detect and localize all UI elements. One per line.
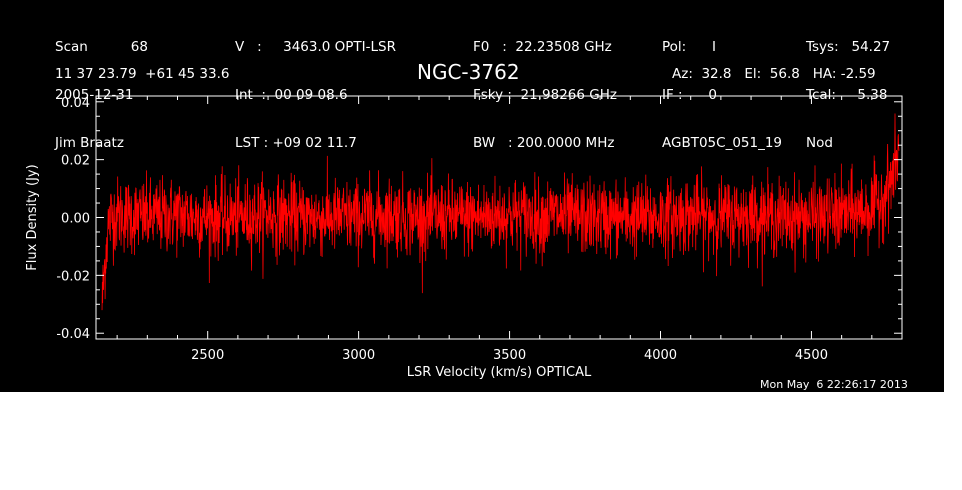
tcal: Tcal: 5.38 <box>806 87 888 103</box>
object-name: NGC-3762 <box>417 60 520 84</box>
source-velocity: V : 3463.0 OPTI-LSR <box>235 39 396 55</box>
y-tick-label: -0.02 <box>56 269 90 284</box>
scan-info: Scan 68 2005-12-31 Jim Braatz <box>55 7 148 183</box>
x-tick-label: 4000 <box>644 348 677 363</box>
project-id: AGBT05C_051_19 <box>662 135 783 151</box>
tsys: Tsys: 54.27 <box>806 39 891 55</box>
x-tick-label: 3000 <box>342 348 375 363</box>
system-info: Tsys: 54.27 Tcal: 5.38 Nod <box>806 7 890 183</box>
pointing-info: Az: 32.8 El: 56.8 HA: -2.59 <box>672 66 876 82</box>
observer-name: Jim Braatz <box>55 135 124 151</box>
rest-frequency: F0 : 22.23508 GHz <box>473 39 612 55</box>
if-number: IF : 0 <box>662 87 717 103</box>
frequency-info: F0 : 22.23508 GHz Fsky : 21.98266 GHz BW… <box>473 7 617 183</box>
scan-number: Scan 68 <box>55 39 148 55</box>
y-tick-label: -0.04 <box>56 327 90 342</box>
lst: LST : +09 02 11.7 <box>235 135 357 151</box>
y-tick-label: 0.00 <box>61 212 90 227</box>
plot-timestamp: Mon May 6 22:26:17 2013 <box>760 378 908 391</box>
bandwidth: BW : 200.0000 MHz <box>473 135 615 151</box>
y-axis-label: Flux Density (Jy) <box>25 164 40 270</box>
observation-date: 2005-12-31 <box>55 87 134 103</box>
x-tick-label: 2500 <box>191 348 224 363</box>
y-tick-label: 0.02 <box>61 154 90 169</box>
plot-window: Scan 68 2005-12-31 Jim Braatz V : 3463.0… <box>0 0 944 392</box>
source-coordinates: 11 37 23.79 +61 45 33.6 <box>55 66 230 82</box>
x-tick-label: 3500 <box>493 348 526 363</box>
spectrum-chart: 2500 3000 3500 4000 4500 -0.04 -0.02 0.00 0.02 0.… <box>25 95 903 380</box>
polarization: Pol: I <box>662 39 716 55</box>
sky-frequency: Fsky : 21.98266 GHz <box>473 87 617 103</box>
y-tick-label: 0.04 <box>61 96 90 111</box>
polarization-info: Pol: I IF : 0 AGBT05C_051_19 <box>662 7 782 183</box>
integration-time: Int : 00 09 08.6 <box>235 87 348 103</box>
x-tick-label: 4500 <box>795 348 828 363</box>
x-axis-label: LSR Velocity (km/s) OPTICAL <box>407 365 592 380</box>
spectrum-line <box>101 113 900 311</box>
velocity-info: V : 3463.0 OPTI-LSR Int : 00 09 08.6 LST… <box>235 7 396 183</box>
proc-name: Nod <box>806 135 833 151</box>
